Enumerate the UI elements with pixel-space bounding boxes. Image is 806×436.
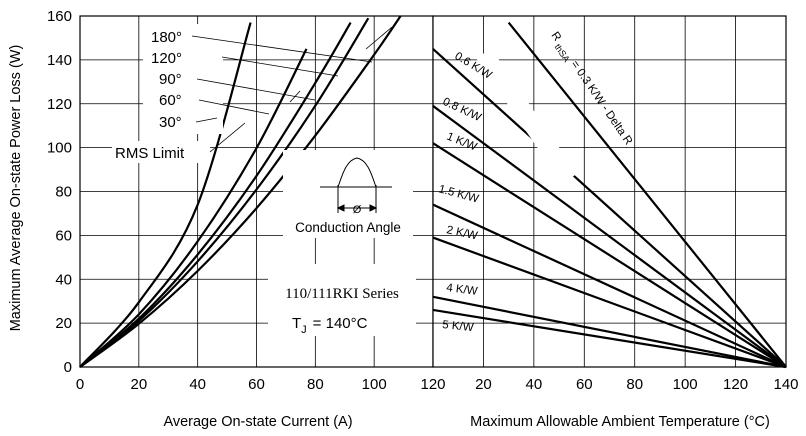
angle-label-30: 30°: [159, 114, 182, 131]
right-series-line-1: [432, 48, 787, 368]
rms-leader-3: [365, 26, 393, 50]
right-x-tick-label: 100: [673, 376, 698, 393]
series-info-mask: [268, 264, 416, 336]
rms-limit-label: RMS Limit: [115, 145, 185, 162]
left-x-tick-label: 80: [307, 376, 324, 393]
rms-mask: [112, 141, 210, 163]
label-r4: 4 K/W: [446, 282, 479, 298]
tick-labels: 0 20 40 60 80 100 120 140 160 0 20 40 60 80 100 120 20 40…: [47, 8, 799, 393]
right-x-tick-label: 40: [526, 376, 543, 393]
rms-leader-2: [289, 90, 301, 103]
leader-60: [198, 99, 270, 115]
right-series-line-5: [432, 236, 787, 369]
conduction-angle-diagram: [320, 157, 392, 213]
left-series-line-1: [79, 17, 370, 368]
angle-label-120: 120°: [151, 50, 182, 67]
right-series-line-4: [432, 203, 787, 368]
y-tick-label: 160: [47, 8, 72, 25]
angle-label-90: 90°: [159, 71, 182, 88]
left-x-tick-label: 40: [189, 376, 206, 393]
angle-label-60: 60°: [159, 92, 182, 109]
r03-label-mask: [476, 48, 578, 184]
left-x-axis-title: Average On-state Current (A): [163, 414, 352, 430]
left-series-line-2: [79, 22, 352, 368]
leader-lines: [191, 26, 393, 153]
series-title: 110/111RKI Series: [285, 286, 399, 302]
right-series-line-3: [432, 142, 787, 368]
arrow-left-head: [336, 204, 345, 212]
conduction-angle-symbol: Ø: [353, 204, 362, 216]
right-x-tick-label: 60: [576, 376, 593, 393]
right-series-line-0: [507, 21, 787, 368]
right-x-tick-label: 140: [773, 376, 798, 393]
y-tick-label: 80: [55, 184, 72, 201]
y-tick-label: 140: [47, 52, 72, 69]
right-series-line-6: [432, 295, 787, 369]
right-x-axis-title: Maximum Allowable Ambient Temperature (°…: [470, 414, 770, 430]
left-x-tick-label: 60: [248, 376, 265, 393]
leader-120: [221, 56, 339, 77]
left-x-tick-label: 120: [420, 376, 445, 393]
y-tick-label: 40: [55, 271, 72, 288]
y-tick-label: 120: [47, 96, 72, 113]
right-x-tick-label: 120: [723, 376, 748, 393]
leader-180: [191, 35, 373, 63]
right-series-line-2: [432, 105, 787, 368]
right-x-tick-label: 80: [626, 376, 643, 393]
left-series-line-4: [79, 22, 252, 368]
right-series-lines: [432, 21, 787, 369]
angle-labels-mask: [143, 24, 223, 134]
left-series-lines: [79, 15, 402, 368]
y-tick-label: 100: [47, 140, 72, 157]
tj-label: TJ = 140°C: [292, 315, 368, 336]
half-sine-wave: [337, 157, 377, 188]
rms-leader-1: [209, 122, 246, 153]
conduction-angle-label: Conduction Angle: [295, 220, 401, 235]
right-grid: [433, 16, 786, 367]
label-r5: 5 K/W: [442, 319, 475, 334]
left-series-line-0: [79, 15, 402, 368]
leader-30: [195, 117, 218, 123]
right-series-line-7: [432, 308, 787, 369]
left-series-line-3: [79, 48, 308, 368]
left-x-tick-label: 20: [130, 376, 147, 393]
y-tick-label: 60: [55, 227, 72, 244]
left-x-tick-label: 0: [76, 376, 84, 393]
right-x-tick-label: 20: [475, 376, 492, 393]
left-x-tick-label: 100: [362, 376, 387, 393]
y-tick-label: 0: [64, 359, 72, 376]
arrow-right-head: [369, 204, 378, 212]
y-tick-label: 20: [55, 315, 72, 332]
angle-label-180: 180°: [151, 29, 182, 46]
y-axis-title: Maximum Average On-state Power Loss (W): [8, 45, 24, 332]
